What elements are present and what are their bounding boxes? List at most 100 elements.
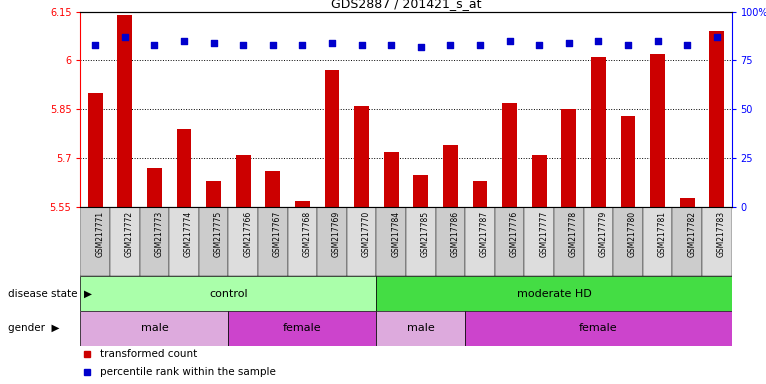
Text: female: female bbox=[283, 323, 322, 333]
Text: GSM217775: GSM217775 bbox=[214, 211, 223, 257]
Bar bbox=[650, 54, 665, 207]
Text: GSM217770: GSM217770 bbox=[362, 211, 371, 257]
Text: GSM217771: GSM217771 bbox=[95, 211, 104, 257]
Point bbox=[149, 42, 161, 48]
Title: GDS2887 / 201421_s_at: GDS2887 / 201421_s_at bbox=[331, 0, 481, 10]
Bar bbox=[376, 207, 406, 276]
Point bbox=[563, 40, 575, 46]
Bar bbox=[228, 311, 376, 346]
Bar bbox=[139, 207, 169, 276]
Bar bbox=[620, 116, 635, 207]
Point bbox=[326, 40, 338, 46]
Point bbox=[681, 42, 693, 48]
Bar bbox=[117, 15, 133, 207]
Text: moderate HD: moderate HD bbox=[516, 289, 591, 299]
Bar bbox=[643, 207, 673, 276]
Text: GSM217782: GSM217782 bbox=[687, 211, 696, 257]
Bar bbox=[80, 311, 228, 346]
Bar bbox=[554, 207, 584, 276]
Bar bbox=[384, 152, 398, 207]
Text: GSM217785: GSM217785 bbox=[421, 211, 430, 257]
Bar bbox=[325, 70, 339, 207]
Point bbox=[592, 38, 604, 44]
Bar bbox=[317, 207, 347, 276]
Text: male: male bbox=[140, 323, 169, 333]
Text: GSM217767: GSM217767 bbox=[273, 211, 282, 257]
Point bbox=[474, 42, 486, 48]
Text: GSM217786: GSM217786 bbox=[450, 211, 460, 257]
Bar bbox=[406, 207, 436, 276]
Text: GSM217768: GSM217768 bbox=[303, 211, 312, 257]
Text: female: female bbox=[579, 323, 617, 333]
Bar bbox=[169, 207, 199, 276]
Bar bbox=[702, 207, 732, 276]
Bar bbox=[495, 207, 525, 276]
Point bbox=[237, 42, 250, 48]
Bar bbox=[258, 207, 287, 276]
Bar bbox=[502, 103, 517, 207]
Point bbox=[622, 42, 634, 48]
Point bbox=[119, 34, 131, 40]
Bar bbox=[376, 311, 465, 346]
Point bbox=[503, 38, 516, 44]
Point bbox=[89, 42, 101, 48]
Text: male: male bbox=[407, 323, 434, 333]
Text: GSM217783: GSM217783 bbox=[717, 211, 725, 257]
Text: GSM217787: GSM217787 bbox=[480, 211, 489, 257]
Text: GSM217780: GSM217780 bbox=[628, 211, 637, 257]
Text: GSM217766: GSM217766 bbox=[244, 211, 252, 257]
Text: GSM217774: GSM217774 bbox=[184, 211, 193, 257]
Bar bbox=[80, 276, 376, 311]
Text: gender  ▶: gender ▶ bbox=[8, 323, 59, 333]
Bar bbox=[88, 93, 103, 207]
Point bbox=[651, 38, 663, 44]
Bar bbox=[465, 207, 495, 276]
Bar bbox=[473, 181, 487, 207]
Bar bbox=[347, 207, 376, 276]
Text: GSM217778: GSM217778 bbox=[568, 211, 578, 257]
Bar bbox=[414, 175, 428, 207]
Bar bbox=[591, 57, 606, 207]
Bar bbox=[199, 207, 228, 276]
Text: GSM217779: GSM217779 bbox=[598, 211, 607, 257]
Bar bbox=[295, 201, 309, 207]
Point bbox=[267, 42, 279, 48]
Bar bbox=[236, 155, 250, 207]
Bar bbox=[206, 181, 221, 207]
Bar bbox=[525, 207, 554, 276]
Bar bbox=[673, 207, 702, 276]
Point bbox=[414, 44, 427, 50]
Point bbox=[296, 42, 309, 48]
Text: percentile rank within the sample: percentile rank within the sample bbox=[100, 366, 276, 377]
Bar bbox=[265, 172, 280, 207]
Bar bbox=[376, 276, 732, 311]
Text: GSM217769: GSM217769 bbox=[332, 211, 341, 257]
Bar bbox=[584, 207, 613, 276]
Point bbox=[178, 38, 190, 44]
Bar bbox=[287, 207, 317, 276]
Text: GSM217772: GSM217772 bbox=[125, 211, 134, 257]
Bar bbox=[465, 311, 732, 346]
Point bbox=[711, 34, 723, 40]
Text: GSM217777: GSM217777 bbox=[539, 211, 548, 257]
Bar bbox=[110, 207, 139, 276]
Point bbox=[533, 42, 545, 48]
Text: GSM217776: GSM217776 bbox=[509, 211, 519, 257]
Bar bbox=[228, 207, 258, 276]
Bar bbox=[147, 168, 162, 207]
Bar bbox=[354, 106, 369, 207]
Text: transformed count: transformed count bbox=[100, 349, 197, 359]
Bar bbox=[443, 146, 458, 207]
Text: GSM217773: GSM217773 bbox=[155, 211, 163, 257]
Text: GSM217781: GSM217781 bbox=[657, 211, 666, 257]
Bar bbox=[679, 198, 695, 207]
Bar bbox=[80, 207, 110, 276]
Point bbox=[444, 42, 457, 48]
Text: control: control bbox=[209, 289, 247, 299]
Text: GSM217784: GSM217784 bbox=[391, 211, 400, 257]
Point bbox=[208, 40, 220, 46]
Bar bbox=[177, 129, 192, 207]
Point bbox=[355, 42, 368, 48]
Bar bbox=[709, 31, 724, 207]
Text: disease state  ▶: disease state ▶ bbox=[8, 289, 92, 299]
